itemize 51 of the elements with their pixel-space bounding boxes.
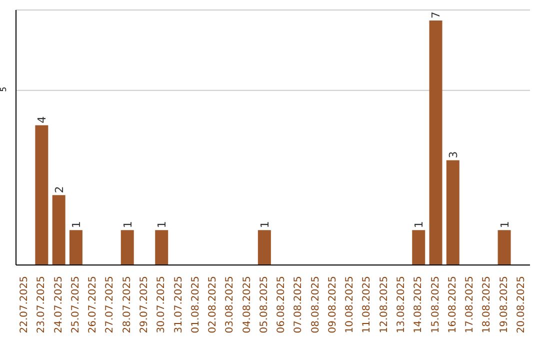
x-tick-label: 19.08.2025 (498, 276, 510, 334)
x-tick-label: 12.08.2025 (378, 276, 390, 334)
x-tick-label: 15.08.2025 (430, 276, 442, 334)
x-tick-label: 23.07.2025 (36, 276, 48, 334)
x-tick-label: 16.08.2025 (447, 276, 458, 334)
x-tick-label: 18.08.2025 (482, 276, 493, 334)
bar (35, 125, 48, 265)
bar (498, 230, 511, 265)
x-tick-label: 05.08.2025 (258, 276, 270, 334)
bar (155, 230, 168, 265)
x-tick-label: 29.07.2025 (139, 276, 150, 334)
data-label: 7 (430, 11, 443, 18)
data-label: 1 (412, 221, 426, 228)
x-tick-label: 13.08.2025 (396, 276, 407, 334)
bar (69, 230, 82, 265)
y-tick-label: 5 (0, 86, 8, 92)
x-tick-label: 06.08.2025 (276, 276, 288, 334)
x-tick-label: 27.07.2025 (104, 276, 116, 334)
bar (429, 20, 442, 265)
bar (446, 160, 460, 265)
x-tick-label: 28.07.2025 (122, 276, 133, 334)
x-tick-label: 11.08.2025 (362, 276, 373, 334)
x-tick-label: 30.07.2025 (156, 276, 168, 334)
x-tick-label: 02.08.2025 (208, 276, 219, 334)
x-tick-label: 14.08.2025 (413, 276, 424, 334)
x-tick-label: 17.08.2025 (464, 276, 476, 334)
x-tick-label: 20.08.2025 (516, 276, 527, 334)
x-tick-label: 04.08.2025 (242, 276, 253, 334)
data-label: 3 (446, 151, 460, 158)
bar (412, 230, 426, 265)
data-label: 1 (498, 221, 512, 228)
x-tick-label: 31.07.2025 (173, 276, 184, 334)
bar (258, 230, 271, 265)
data-label: 1 (70, 221, 83, 228)
x-tick-label: 08.08.2025 (310, 276, 322, 334)
bar (120, 230, 134, 265)
x-tick-label: 24.07.2025 (53, 276, 64, 334)
x-tick-label: 25.07.2025 (70, 276, 82, 334)
data-label: 1 (258, 221, 272, 228)
data-label: 4 (36, 116, 49, 124)
x-tick-label: 03.08.2025 (224, 276, 236, 334)
x-tick-label: 22.07.2025 (19, 276, 30, 334)
data-label: 2 (52, 186, 66, 194)
data-label: 1 (156, 221, 169, 228)
x-tick-label: 01.08.2025 (190, 276, 202, 334)
x-tick-label: 10.08.2025 (344, 276, 356, 334)
x-tick-label: 07.08.2025 (293, 276, 304, 334)
x-tick-label: 26.07.2025 (88, 276, 99, 334)
data-label: 1 (121, 221, 134, 228)
bar (52, 195, 66, 265)
x-tick-label: 09.08.2025 (327, 276, 338, 334)
